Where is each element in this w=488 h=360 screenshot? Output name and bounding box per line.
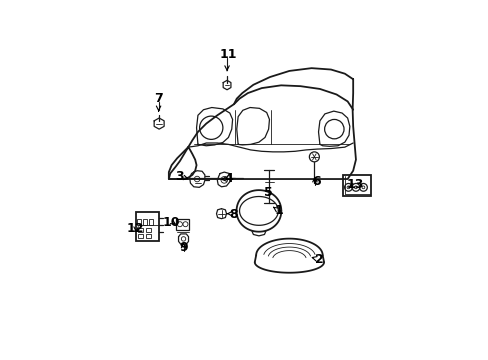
Bar — [343, 175, 370, 195]
Bar — [146, 234, 150, 238]
Bar — [135, 212, 159, 242]
Text: 9: 9 — [179, 241, 187, 254]
Text: 8: 8 — [229, 208, 237, 221]
Text: 11: 11 — [219, 48, 237, 61]
Text: 13: 13 — [346, 178, 364, 191]
Bar — [138, 228, 142, 232]
Text: 1: 1 — [274, 203, 283, 217]
Text: 6: 6 — [312, 175, 320, 188]
Bar — [146, 228, 150, 232]
Bar — [138, 234, 142, 238]
Text: 12: 12 — [126, 222, 144, 235]
Bar — [175, 219, 189, 230]
Bar — [149, 219, 153, 225]
Text: 4: 4 — [224, 172, 232, 185]
Text: 7: 7 — [154, 92, 163, 105]
Text: 10: 10 — [162, 216, 180, 229]
Bar — [137, 219, 141, 225]
Text: 2: 2 — [314, 253, 323, 266]
Text: 3: 3 — [175, 170, 184, 183]
Bar — [143, 219, 147, 225]
Text: 5: 5 — [264, 186, 272, 199]
